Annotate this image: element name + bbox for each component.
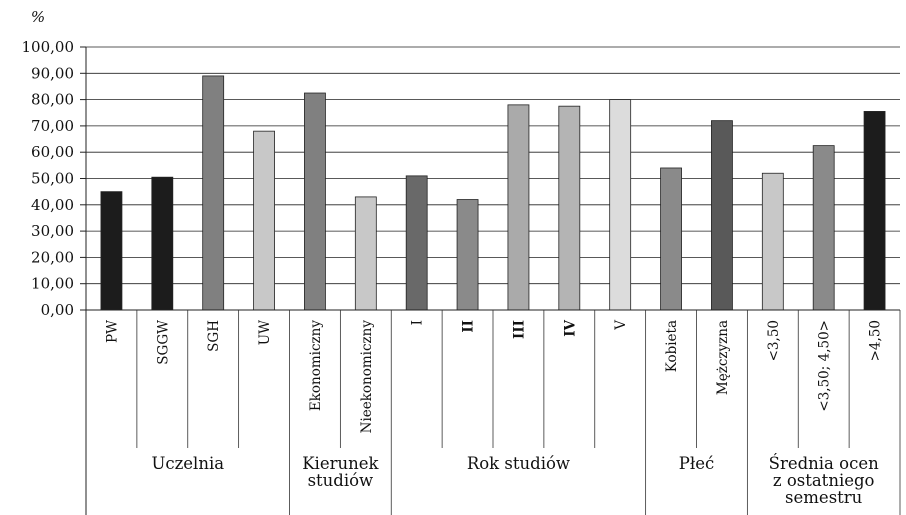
- category-label: SGGW: [155, 320, 171, 365]
- category-label: I: [410, 320, 426, 325]
- group-label: Płeć: [679, 454, 714, 473]
- y-tick-label: 90,00: [31, 64, 74, 82]
- category-label: Kobieta: [664, 320, 680, 372]
- y-tick-label: 30,00: [31, 222, 74, 240]
- bar: [253, 130, 275, 311]
- category-label: >4,50: [868, 320, 884, 361]
- y-tick-label: 70,00: [31, 117, 74, 135]
- y-tick-label: 100,00: [22, 38, 75, 56]
- bar: [405, 175, 428, 311]
- bar: [558, 105, 581, 311]
- group-label: Rok studiów: [467, 454, 570, 473]
- bar: [761, 172, 784, 311]
- group-label: Średnia ocen z ostatniego semestru: [769, 453, 879, 507]
- bar: [711, 120, 733, 311]
- bar: [354, 196, 377, 311]
- bar: [151, 176, 174, 311]
- category-label: UW: [257, 320, 273, 345]
- category-label: II: [461, 320, 477, 333]
- category-label: PW: [104, 320, 120, 343]
- bar: [304, 92, 326, 311]
- category-label: <3,50: [766, 320, 782, 361]
- bar: [456, 199, 479, 311]
- group-labels: Uczelnia Kierunek studiów Rok studiów Płeć Śr…: [151, 453, 879, 507]
- y-tick-label: 40,00: [31, 196, 74, 214]
- group-label: Uczelnia: [151, 454, 224, 473]
- category-label: V: [613, 320, 629, 331]
- bar: [609, 99, 632, 311]
- category-label: III: [511, 320, 527, 339]
- category-label: Nieekonomiczny: [359, 320, 375, 434]
- y-tick-label: 60,00: [31, 143, 74, 161]
- y-tick-label: 10,00: [31, 275, 74, 293]
- category-label: <3,50; 4,50>: [817, 320, 833, 412]
- bar: [863, 111, 886, 311]
- y-tick-label: 80,00: [31, 91, 74, 109]
- bar: [812, 145, 835, 311]
- category-label: Ekonomiczny: [308, 320, 324, 411]
- category-label: IV: [562, 319, 578, 336]
- y-tick-label: 0,00: [41, 301, 74, 319]
- bar: [202, 75, 225, 311]
- bar: [660, 167, 682, 311]
- bar: [507, 104, 530, 311]
- y-axis-unit-label: %: [31, 8, 45, 26]
- y-tick-label: 50,00: [31, 170, 74, 188]
- category-label: SGH: [206, 320, 222, 352]
- group-label: Kierunek studiów: [302, 454, 379, 490]
- y-axis-tick-labels: 0,00 10,00 20,00 30,00 40,00 50,00 60,00 70,00 8…: [22, 38, 75, 319]
- category-labels: PW SGGW SGH UW Ekonomiczny Nieekonomiczny I II I…: [104, 319, 883, 433]
- bar: [100, 191, 123, 311]
- bars: [100, 75, 886, 311]
- category-label: Mężczyzna: [715, 320, 731, 395]
- y-tick-label: 20,00: [31, 248, 74, 266]
- axes: [80, 46, 901, 515]
